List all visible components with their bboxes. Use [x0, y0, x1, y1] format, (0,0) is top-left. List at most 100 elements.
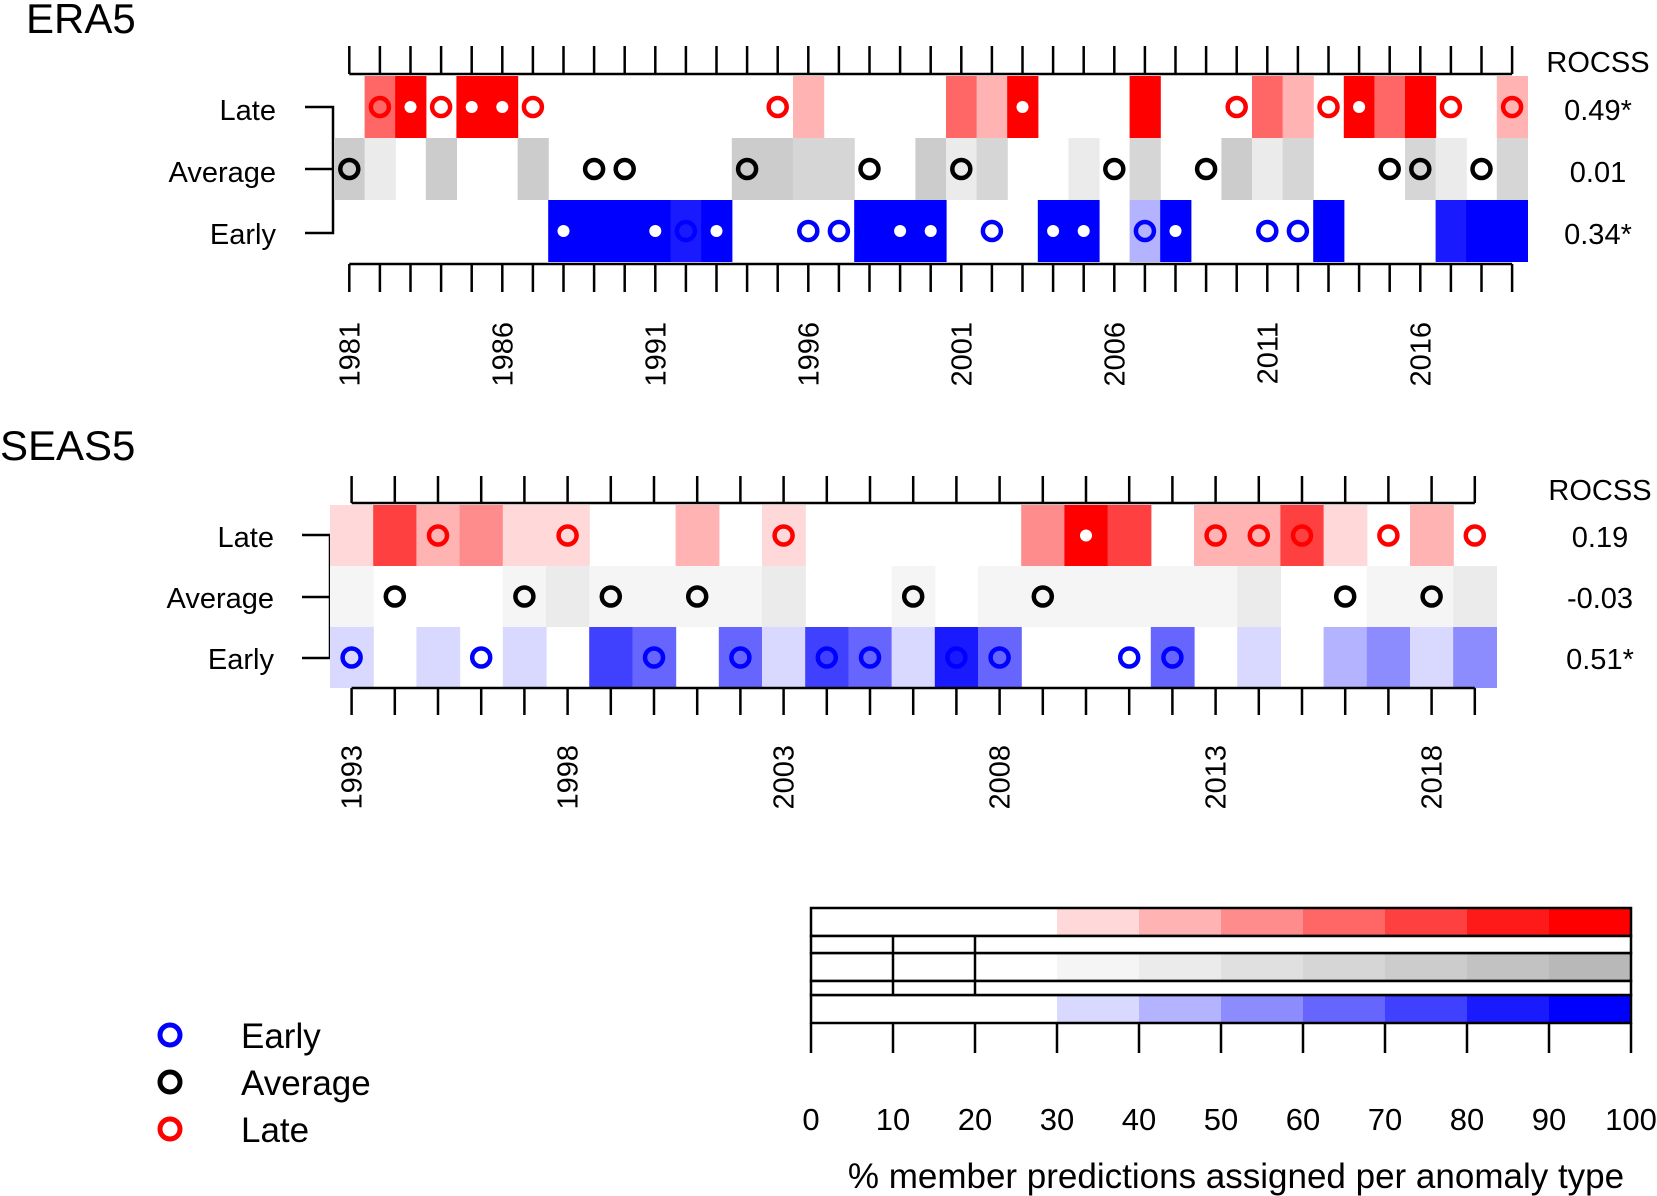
- legend-late-marker: [157, 1116, 183, 1142]
- legend-early-label: Early: [241, 1017, 321, 1056]
- cell-early-1995: [416, 627, 461, 688]
- colorbar-late-cell-6: [1303, 908, 1386, 936]
- colorbar-early-cell-9: [1549, 995, 1632, 1023]
- tick-label-2016: 2016: [1405, 322, 1437, 387]
- tick-label-2003: 2003: [769, 745, 801, 810]
- cell-early-1990: [609, 200, 641, 262]
- era5-score-average: 0.01: [1570, 157, 1626, 189]
- cell-average-2001: [675, 566, 720, 627]
- cell-late-1995: [416, 505, 461, 566]
- era5-panel: ERA5 ROCSS Late Average Early 0.49* 0.01…: [26, 0, 1650, 387]
- marker-late-2010: [1080, 529, 1092, 542]
- cell-average-2017: [1366, 566, 1411, 627]
- seas5-panel: SEAS5 ROCSS Late Average Early 0.19 -0.0…: [0, 422, 1652, 810]
- cell-late-2007: [1129, 76, 1161, 138]
- colorbar-average-cell-9: [1549, 953, 1632, 981]
- seas5-row-labels: Late Average Early: [167, 522, 275, 676]
- marker-early-1999: [894, 225, 907, 237]
- seas5-observation-markers: [340, 524, 1487, 669]
- cell-early-2019: [1496, 200, 1528, 262]
- colorbar-late-cell-0: [811, 908, 894, 936]
- colorbar-tick-label-10: 10: [876, 1102, 910, 1137]
- colorbar-late-cell-9: [1549, 908, 1632, 936]
- marker-average-2001: [950, 157, 973, 181]
- cell-late-2015: [1374, 76, 1406, 138]
- marker-average-2006: [901, 585, 925, 608]
- marker-early-1991: [649, 225, 662, 237]
- marker-late-2014: [1247, 524, 1271, 547]
- marker-early-2005: [1077, 225, 1090, 237]
- marker-late-2003: [772, 524, 795, 547]
- seas5-score-average: -0.03: [1567, 583, 1633, 615]
- colorbar-tick-label-0: 0: [802, 1102, 819, 1137]
- tick-label-1981: 1981: [334, 322, 366, 387]
- marker-early-1997: [827, 219, 851, 243]
- marker-average-1994: [735, 157, 759, 181]
- colorbar-early-cell-3: [1057, 995, 1140, 1023]
- cell-average-2007: [1129, 138, 1161, 200]
- tick-label-1986: 1986: [487, 322, 519, 387]
- era5-row-label-average: Average: [169, 157, 277, 189]
- era5-observation-markers: [338, 95, 1524, 243]
- cell-average-2008: [978, 566, 1022, 627]
- colorbar-tick-label-60: 60: [1286, 1102, 1320, 1137]
- colorbar-average-cell-8: [1467, 953, 1550, 981]
- colorbar-separator-2: [809, 979, 1633, 997]
- cell-average-2010: [1221, 138, 1253, 200]
- marker-late-2019: [1463, 524, 1487, 547]
- marker-late-1995: [426, 524, 450, 547]
- seas5-title: SEAS5: [0, 422, 135, 469]
- colorbar-late-cell-8: [1467, 908, 1550, 936]
- tick-label-1993: 1993: [337, 745, 369, 810]
- cell-average-1995: [762, 138, 794, 200]
- cell-early-1989: [578, 200, 610, 262]
- cell-late-1997: [502, 505, 547, 566]
- era5-score-late: 0.49*: [1564, 95, 1632, 127]
- cell-late-1993: [330, 505, 374, 566]
- marker-early-1988: [557, 225, 570, 237]
- colorbar-separator-1: [809, 934, 1633, 955]
- marker-late-2010: [1225, 95, 1248, 119]
- cell-early-2018: [1466, 200, 1498, 262]
- tick-label-2008: 2008: [985, 745, 1017, 810]
- marker-late-2019: [1500, 95, 1524, 119]
- colorbar-late-cell-5: [1221, 908, 1304, 936]
- cell-average-1984: [425, 138, 457, 200]
- cell-average-2017: [1435, 138, 1467, 200]
- cell-average-2000: [632, 566, 677, 627]
- era5-row-label-late: Late: [220, 95, 276, 127]
- marker-early-2008: [988, 646, 1011, 669]
- era5-row-labels: Late Average Early: [169, 95, 277, 251]
- cell-early-2017: [1435, 200, 1467, 262]
- colorbar-average-cell-2: [975, 953, 1058, 981]
- marker-early-2000: [642, 646, 666, 669]
- colorbar-early-cell-0: [811, 995, 894, 1023]
- cell-average-2018: [1410, 566, 1454, 627]
- cell-average-2006: [891, 566, 936, 627]
- seas5-row-label-early: Early: [208, 644, 275, 676]
- colorbar-average-cell-0: [811, 953, 894, 981]
- cell-average-2005: [1068, 138, 1100, 200]
- cell-early-2000: [632, 627, 677, 688]
- marker-average-1990: [613, 157, 636, 181]
- cell-late-1996: [459, 505, 504, 566]
- marker-average-2018: [1470, 157, 1493, 181]
- colorbar: 0 10 20 30 40 50 60 70 80 90 100 % member predicti…: [802, 906, 1657, 1196]
- cell-early-2012: [1150, 627, 1195, 688]
- marker-average-1994: [383, 585, 407, 608]
- cell-late-2002: [976, 76, 1008, 138]
- colorbar-late-cell-4: [1139, 908, 1222, 936]
- colorbar-tick-label-80: 80: [1450, 1102, 1484, 1137]
- marker-late-1995: [766, 95, 789, 119]
- seas5-row-bracket: [302, 533, 332, 660]
- marker-early-2002: [980, 219, 1004, 243]
- cell-late-1996: [793, 76, 825, 138]
- cell-average-1993: [330, 566, 374, 627]
- marker-late-1998: [556, 524, 579, 547]
- marker-average-2015: [1378, 157, 1401, 181]
- era5-score-early: 0.34*: [1564, 219, 1632, 251]
- seas5-cells: [330, 505, 1497, 688]
- colorbar-average-cell-3: [1057, 953, 1140, 981]
- colorbar-early-cell-4: [1139, 995, 1222, 1023]
